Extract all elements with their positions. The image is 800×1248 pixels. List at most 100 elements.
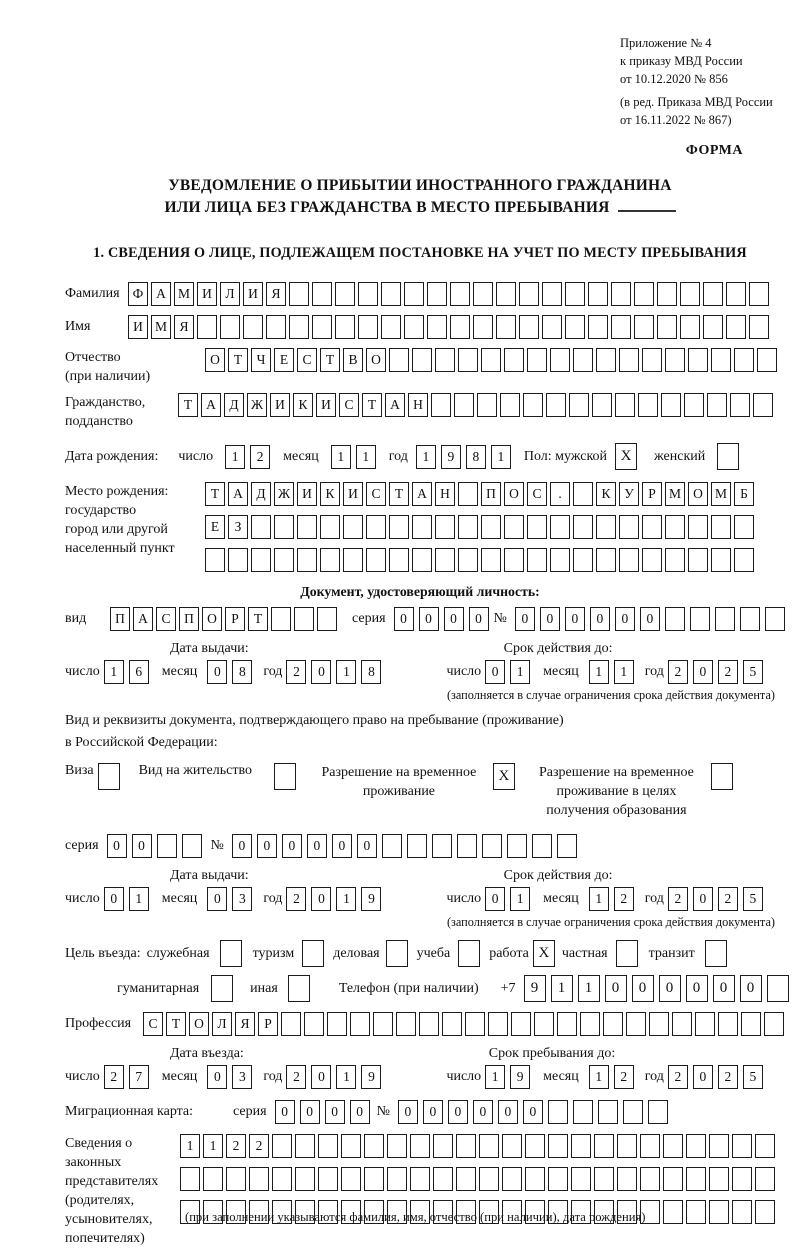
box-cell[interactable]: 1 [203,1134,223,1158]
box-cell[interactable] [611,315,631,339]
box-cell[interactable] [396,1012,416,1036]
box-cell[interactable] [317,607,337,631]
box-cell[interactable] [709,1200,729,1224]
box-cell[interactable] [547,1100,568,1124]
box-cell[interactable] [302,940,325,967]
box-cell[interactable] [97,763,120,790]
box-cell[interactable] [197,315,217,339]
box-cell[interactable]: С [366,482,386,506]
box-cell[interactable] [343,548,363,572]
box-cell[interactable]: 1 [588,1065,609,1089]
box-cell[interactable] [412,548,432,572]
box-cell[interactable] [435,515,455,539]
box-cell[interactable] [504,348,524,372]
box-cell[interactable] [481,548,501,572]
box-cell[interactable] [450,282,470,306]
box-cell[interactable]: И [128,315,148,339]
box-cell[interactable]: 8 [465,444,486,469]
box-cell[interactable]: С [527,482,547,506]
purpose-other-checkbox[interactable] [287,975,313,1002]
box-cell[interactable]: Ч [251,348,271,372]
box-cell[interactable]: О [202,607,222,631]
box-cell[interactable] [695,1012,715,1036]
box-cell[interactable] [274,548,294,572]
box-cell[interactable] [732,1167,752,1191]
box-cell[interactable]: 0 [397,1100,418,1124]
box-cell[interactable] [304,1012,324,1036]
box-cell[interactable] [734,515,754,539]
box-cell[interactable] [219,940,242,967]
box-cell[interactable] [548,1134,568,1158]
box-cell[interactable] [220,315,240,339]
box-cell[interactable] [573,482,593,506]
box-cell[interactable]: 1 [588,660,609,684]
box-cell[interactable] [389,515,409,539]
box-cell[interactable]: 2 [717,660,738,684]
box-cell[interactable] [597,1100,618,1124]
box-cell[interactable] [546,393,566,417]
box-cell[interactable] [433,1167,453,1191]
box-cell[interactable]: 2 [667,887,688,911]
box-cell[interactable]: 2 [613,887,634,911]
box-cell[interactable] [243,315,263,339]
box-cell[interactable] [335,282,355,306]
box-cell[interactable]: 0 [472,1100,493,1124]
box-cell[interactable]: 1 [128,887,149,911]
box-cell[interactable] [341,1167,361,1191]
box-cell[interactable] [433,1134,453,1158]
box-cell[interactable] [251,515,271,539]
box-cell[interactable]: 2 [103,1065,124,1089]
box-cell[interactable]: Е [274,348,294,372]
box-cell[interactable] [684,393,704,417]
box-cell[interactable] [766,975,789,1002]
box-cell[interactable] [734,548,754,572]
box-cell[interactable] [479,1134,499,1158]
box-cell[interactable] [588,282,608,306]
box-cell[interactable]: М [665,482,685,506]
box-cell[interactable] [496,315,516,339]
box-cell[interactable]: 6 [128,660,149,684]
box-cell[interactable]: Т [248,607,268,631]
box-cell[interactable]: О [688,482,708,506]
box-cell[interactable]: 0 [658,975,681,1002]
box-cell[interactable]: 2 [226,1134,246,1158]
box-cell[interactable]: Р [258,1012,278,1036]
box-cell[interactable] [688,515,708,539]
box-cell[interactable] [764,607,785,631]
box-cell[interactable]: 0 [631,975,654,1002]
box-cell[interactable] [519,315,539,339]
box-cell[interactable] [542,282,562,306]
box-cell[interactable]: Т [228,348,248,372]
box-cell[interactable]: 0 [207,660,228,684]
box-cell[interactable]: Т [205,482,225,506]
box-cell[interactable] [458,548,478,572]
box-cell[interactable] [565,282,585,306]
box-cell[interactable] [622,1100,643,1124]
box-cell[interactable] [442,1012,462,1036]
box-cell[interactable] [404,282,424,306]
box-cell[interactable] [680,282,700,306]
box-cell[interactable] [500,393,520,417]
box-cell[interactable] [525,1167,545,1191]
box-cell[interactable]: 0 [299,1100,320,1124]
box-cell[interactable]: И [270,393,290,417]
box-cell[interactable]: 0 [639,607,660,631]
box-cell[interactable] [274,515,294,539]
box-cell[interactable] [458,482,478,506]
box-cell[interactable] [473,282,493,306]
box-cell[interactable] [741,1012,761,1036]
box-cell[interactable] [615,940,638,967]
box-cell[interactable]: П [110,607,130,631]
box-cell[interactable] [718,1012,738,1036]
